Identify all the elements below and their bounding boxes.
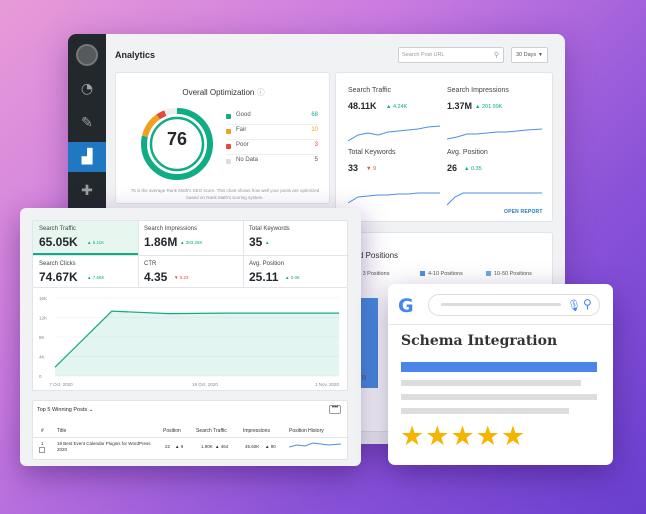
search-impressions-sparkline [447,128,542,140]
col-position[interactable]: Position [163,428,181,434]
result-title-bar [401,362,597,372]
y-tick-label: 8K [39,335,45,340]
search-icon[interactable]: ⚲ [493,52,499,59]
search-query-line [441,303,561,306]
schema-title: Schema Integration [401,333,558,349]
search-impressions-value: 1.37M [447,101,473,111]
score-gauge [141,108,213,180]
stat-search-clicks[interactable]: Search Clicks 74.67K ▲ 7.66K [39,261,105,284]
series-line [54,310,339,368]
row-traffic-delta: ▲ 464 [215,444,229,449]
sidebar-item-plugins[interactable]: ✚ [68,176,106,206]
col-impressions[interactable]: Impressions [243,428,270,434]
date-range-select[interactable]: 30 Days ▼ [511,47,548,63]
row-traffic: 1.90K [201,444,213,449]
total-keywords-value: 33 [348,163,359,173]
chevron-down-icon: ▼ [538,52,543,58]
col-num: # [41,428,44,434]
y-tick-label: 4K [39,355,45,360]
row-title-link[interactable]: 18 Best Event Calendar Plugins for WordP… [57,441,151,452]
google-search-bar[interactable]: 🎙 ⚲ [428,294,600,316]
keyword-positions-title: word Positions [346,251,399,260]
row-position: 22 [165,444,171,449]
legend-10-50: 10-50 Positions [486,271,532,277]
sidebar-logo[interactable] [68,40,106,70]
optimization-score: 76 [166,129,188,149]
legend-4-10: 4-10 Positions [420,271,463,277]
search-icon[interactable]: ⚲ [583,297,592,311]
row-position-delta: ▲ 9 [175,444,184,449]
row-impressions-delta: ▲ 90 [265,444,276,449]
col-title[interactable]: Title [57,428,67,434]
gauge-icon: ◔ [80,81,94,97]
search-placeholder: Search Post URL [402,52,445,58]
chart-icon: ▟ [81,149,93,165]
more-options-button[interactable]: ••• [329,405,341,414]
winning-posts-card: Top 5 Winning Posts ⌄ ••• # Title Positi… [32,400,349,460]
series-area [55,311,339,376]
sidebar-item-dashboard[interactable]: ◔ [68,74,106,104]
stats-grid: Search Traffic 65.05K ▲ 5.11K Search Impre… [32,220,349,289]
y-tick-label: 0 [39,374,42,379]
stat-ctr[interactable]: CTR 4.35 ▼ 0.23 [144,261,189,284]
legend-fair: Fair 10 [226,126,318,140]
row-impressions: 45.60K [245,444,260,449]
winning-posts-title[interactable]: Top 5 Winning Posts ⌄ [37,407,94,413]
search-impressions-label: Search Impressions [447,87,509,94]
legend-good: Good 68 [226,111,318,125]
row-checkbox[interactable] [39,447,45,453]
stat-search-impressions[interactable]: Search Impressions 1.86M ▲ 383.26K [144,226,203,249]
search-traffic-value: 48.11K [348,101,377,111]
avg-position-sparkline [447,192,542,206]
total-keywords-label: Total Keywords [348,149,396,156]
y-tick-label: 12K [39,316,47,321]
col-position-history: Position History [289,428,324,434]
optimization-footnote: 76 is the average Rank Math's SEO score.… [130,188,320,200]
row-num: 1 [41,441,44,446]
optimization-card: Overall Optimization ⓘ 76 Good 68 Fair 10 … [115,72,330,204]
sidebar-item-analytics[interactable]: ▟ [68,142,106,172]
date-range-value: 30 Days [516,52,537,58]
search-post-input[interactable]: Search Post URL ⚲ [398,47,504,63]
open-report-link[interactable]: OPEN REPORT [504,209,543,215]
traffic-chart-card: 16K 12K 8K 4K 0 7 Oct, 2020 19 Oct, 2020 1 Nov,… [32,288,348,391]
y-tick-label: 16K [39,296,47,301]
avg-position-value: 26 [447,163,458,173]
optimization-title: Overall Optimization ⓘ [182,88,265,97]
legend-no-data: No Data 5 [226,156,318,170]
traffic-card: Search Traffic 48.11K ▲ 4.24K Search Imp… [335,72,553,222]
x-tick-label: 7 Oct, 2020 [49,382,73,387]
logo-icon [76,44,98,66]
pin-icon: ✎ [81,115,93,131]
sidebar-item-posts[interactable]: ✎ [68,108,106,138]
result-line-1 [401,380,581,386]
stat-total-keywords[interactable]: Total Keywords 35 ▲ [249,226,290,249]
row-position-history-sparkline [289,442,341,448]
schema-integration-card: G 🎙 ⚲ Schema Integration ★★★★★ [388,284,613,465]
total-keywords-sparkline [348,192,440,204]
x-tick-label: 1 Nov, 2020 [315,382,339,387]
total-keywords-delta: ▼ 9 [366,166,377,172]
legend-poor: Poor 3 [226,141,318,155]
microphone-icon[interactable]: 🎙 [567,300,581,312]
avg-position-label: Avg. Position [447,149,488,156]
search-traffic-delta: ▲ 4.24K [386,104,408,110]
rating-stars: ★★★★★ [400,421,527,452]
x-tick-label: 19 Oct, 2020 [192,382,218,387]
search-traffic-label: Search Traffic [348,87,392,94]
stat-search-traffic[interactable]: Search Traffic 65.05K ▲ 5.11K [33,221,138,255]
stat-avg-position[interactable]: Avg. Position 25.11 ▲ 0.06 [249,261,300,284]
avg-position-delta: ▲ 0.35 [464,166,482,172]
traffic-area-chart: 16K 12K 8K 4K 0 7 Oct, 2020 19 Oct, 2020 1 Nov,… [39,296,339,387]
puzzle-icon: ✚ [81,183,93,199]
search-traffic-sparkline [348,125,440,142]
info-icon[interactable]: ⓘ [256,88,265,97]
result-line-3 [401,408,569,414]
dashboard-window: Search Traffic 65.05K ▲ 5.11K Search Impre… [20,208,361,466]
result-line-2 [401,394,597,400]
search-impressions-delta: ▲ 201.99K [475,104,503,110]
page-title: Analytics [115,50,156,60]
google-logo-icon: G [398,295,414,317]
col-search-traffic[interactable]: Search Traffic [196,428,227,434]
